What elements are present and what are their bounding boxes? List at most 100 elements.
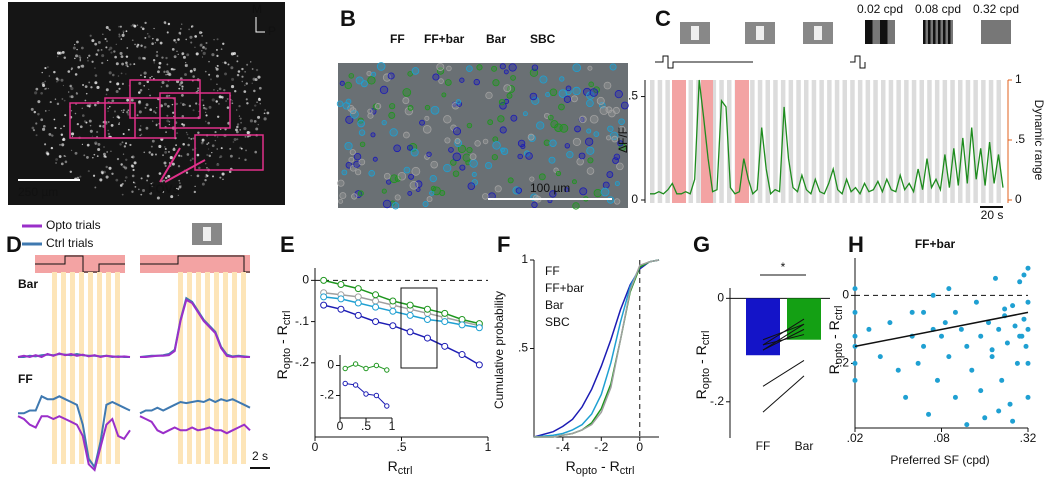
cell-dot (195, 52, 199, 56)
cell-dot (126, 47, 129, 49)
cell-dot (55, 161, 58, 164)
cell-dot (56, 51, 61, 55)
cell-dot (130, 98, 134, 102)
cell-dot (198, 31, 202, 35)
cell-dot (152, 37, 154, 40)
paired-line (762, 359, 805, 387)
cell-dot (216, 64, 219, 67)
cell-dot (99, 178, 103, 182)
stim-bar (888, 80, 894, 203)
point (942, 320, 948, 326)
cell-dot (136, 114, 139, 117)
orientation-arrows (255, 17, 265, 33)
cell-dot (96, 155, 99, 157)
roi (436, 67, 445, 75)
stim-bar (811, 80, 817, 203)
roi (586, 146, 595, 155)
cell-dot (70, 149, 73, 152)
cell-dot (131, 165, 135, 168)
cell-dot (125, 176, 128, 179)
cell-dot (181, 94, 184, 97)
stim-bar (958, 80, 963, 203)
cell-dot (48, 75, 51, 77)
x-axis-label-part: R (388, 458, 398, 474)
stim-bar (996, 80, 1001, 203)
roi (383, 172, 391, 180)
cell-dot (120, 38, 123, 40)
x-tick-label: .02 (847, 431, 864, 445)
cell-dot (106, 59, 109, 62)
point (982, 415, 988, 421)
cell-dot (236, 123, 240, 126)
roi (492, 141, 501, 150)
cell-dot (215, 74, 219, 78)
cell-dot (241, 75, 244, 78)
cell-dot (109, 28, 111, 31)
point (877, 354, 883, 360)
cell-dot (185, 62, 187, 64)
opto-bar (35, 255, 125, 273)
cell-dot (121, 193, 124, 196)
cell-dot (236, 125, 239, 129)
cell-dot (144, 106, 147, 109)
cell-dot (109, 105, 111, 108)
stim-bar (819, 80, 824, 203)
cell-dot (207, 121, 210, 125)
cell-dot (127, 113, 130, 116)
micrograph (8, 2, 285, 205)
cell-dot (35, 87, 39, 91)
cell-dot (239, 117, 242, 120)
cell-dot (55, 158, 58, 161)
cell-dot (185, 131, 188, 134)
cell-dot (89, 124, 92, 127)
stim-bar (842, 80, 847, 203)
scale-label: 2 s (252, 449, 268, 463)
cell-dot (141, 27, 145, 31)
cell-dot (92, 157, 94, 159)
roi (351, 193, 358, 200)
cell-dot (223, 88, 226, 92)
cell-dot (129, 63, 132, 66)
point (989, 354, 995, 360)
y-tick-label: 0 (842, 288, 849, 302)
cell-dot (253, 89, 256, 93)
cell-dot (220, 128, 222, 130)
cell-dot (191, 148, 195, 151)
cell-dot (165, 94, 169, 98)
x-tick-label: FF (756, 439, 771, 453)
cell-dot (216, 38, 219, 41)
cell-dot (188, 28, 190, 31)
x-axis-label: Preferred SF (cpd) (890, 453, 989, 467)
roi (527, 133, 535, 141)
cell-dot (122, 132, 125, 135)
cell-dot (173, 38, 176, 42)
cell-dot (158, 61, 162, 65)
cell-dot (179, 182, 181, 185)
cell-dot (172, 148, 176, 152)
point (372, 303, 380, 311)
roi (617, 125, 626, 134)
cell-dot (167, 72, 171, 76)
cell-dot (203, 106, 206, 110)
grating-stripe (865, 20, 873, 44)
cell-dot (74, 57, 76, 60)
fov-box (129, 79, 201, 119)
cell-dot (164, 147, 167, 150)
roi (605, 135, 612, 141)
roi (426, 196, 433, 203)
cell-dot (55, 77, 59, 80)
cell-dot (76, 48, 78, 51)
roi (473, 78, 480, 86)
cell-dot (208, 73, 211, 76)
y-axis-label-part: R (693, 389, 709, 399)
y-tick-label: 0 (717, 291, 724, 305)
roi (469, 159, 478, 168)
cell-dot (35, 134, 38, 137)
point (1004, 340, 1010, 346)
cell-dot (110, 150, 112, 152)
cell-dot (86, 57, 89, 59)
roi (381, 120, 387, 126)
cell-dot (176, 103, 179, 105)
cell-dot (79, 58, 81, 60)
roi (407, 105, 414, 111)
